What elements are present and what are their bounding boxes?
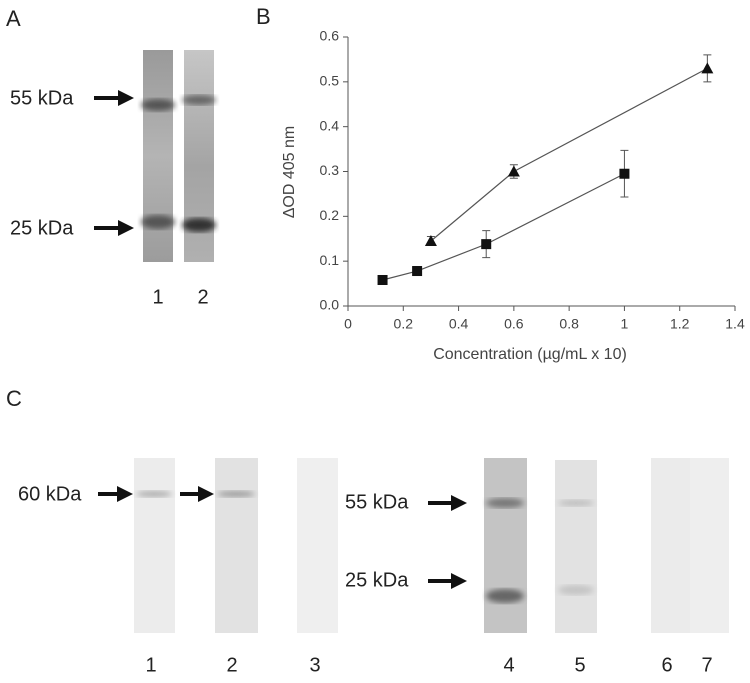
x-tick-label: 1.4 [725,316,745,332]
point [424,234,437,246]
lane-label: 3 [309,654,320,676]
y-tick-label: 0.5 [320,73,340,89]
x-tick-label: 1.2 [670,316,690,332]
x-tick-label: 0.4 [449,316,469,332]
panel-label: A [6,6,21,31]
x-tick-label: 0.6 [504,316,524,332]
band [486,589,524,603]
lane-label: 1 [152,286,163,308]
point [412,266,423,277]
lane-strip [143,50,173,262]
x-tick-label: 0 [344,316,352,332]
y-axis-label: ΔOD 405 nm [281,126,298,219]
y-tick-label: 0.3 [320,162,340,178]
lane-label: 4 [503,654,514,676]
point [701,62,714,74]
x-tick-label: 0.2 [394,316,414,332]
band [141,99,175,111]
band [182,218,216,232]
band [182,95,216,105]
y-tick-label: 0.2 [320,207,340,223]
x-tick-label: 0.8 [559,316,579,332]
band [486,498,524,508]
point [377,274,388,285]
band [558,585,594,595]
point [507,165,520,177]
lane-label: 1 [145,654,156,676]
y-tick-label: 0.6 [320,28,340,44]
band [217,491,255,497]
lane-label: 5 [574,654,585,676]
marker-label: 55 kDa [10,87,74,109]
y-tick-label: 0.4 [320,117,340,133]
x-axis-label: Concentration (µg/mL x 10) [433,346,627,363]
panel-label: B [256,4,271,29]
band [136,491,172,497]
point [619,168,630,179]
blot-c: 60 kDa 55 kDa 25 kDa 1 2 3 4 5 6 7 [18,458,729,676]
y-tick-label: 0.1 [320,252,340,268]
lane-strip [690,458,729,633]
marker-label: 55 kDa [345,491,409,513]
lane-strip [555,460,597,633]
lane-label: 6 [661,654,672,676]
band [141,215,175,229]
lane-label: 7 [701,654,712,676]
series-line [430,67,708,242]
marker-label: 60 kDa [18,483,82,505]
lane-strip [134,458,175,633]
lane-label: 2 [197,286,208,308]
point [481,239,492,250]
lane-strip [215,458,258,633]
band [558,500,594,506]
lane-strip [297,458,338,633]
lane-strip [484,458,527,633]
panel-label: C [6,386,22,411]
x-tick-label: 1 [621,316,629,332]
series-line [382,173,625,281]
marker-label: 25 kDa [345,569,409,591]
y-tick-label: 0.0 [320,297,340,313]
lane-label: 2 [226,654,237,676]
lane-strip [651,458,690,633]
marker-label: 25 kDa [10,217,74,239]
blot-a: 55 kDa 25 kDa 1 2 [10,50,216,308]
